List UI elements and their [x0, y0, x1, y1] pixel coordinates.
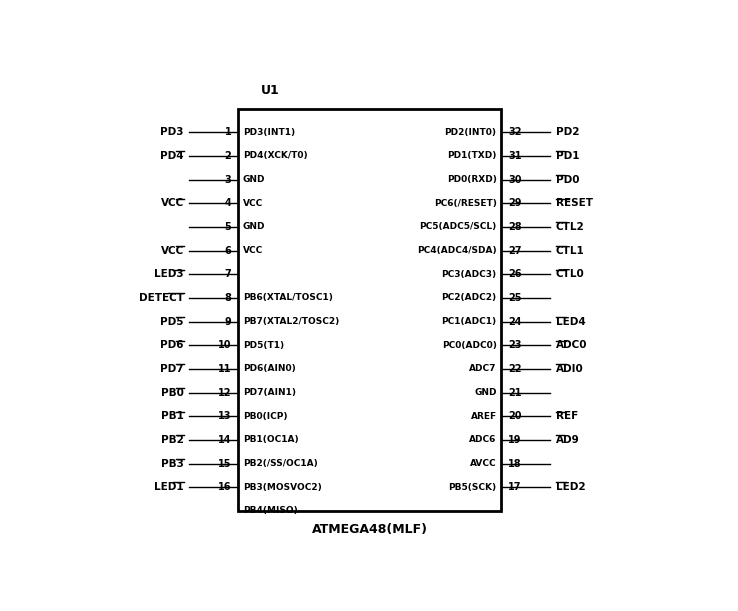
Text: 5: 5: [224, 222, 231, 232]
Text: PB0(ICP): PB0(ICP): [243, 412, 287, 421]
Text: 9: 9: [224, 316, 231, 326]
Text: 6: 6: [224, 246, 231, 255]
Text: PD1: PD1: [556, 151, 579, 161]
Text: PB6(XTAL/TOSC1): PB6(XTAL/TOSC1): [243, 293, 333, 302]
Text: AVCC: AVCC: [470, 459, 497, 468]
Text: GND: GND: [474, 388, 497, 397]
Text: PB1: PB1: [161, 411, 184, 421]
Text: PD4(XCK/T0): PD4(XCK/T0): [243, 152, 307, 161]
Text: PB3: PB3: [161, 458, 184, 469]
Text: PB1(OC1A): PB1(OC1A): [243, 436, 298, 444]
Text: PD2: PD2: [556, 127, 579, 137]
Text: PD5(T1): PD5(T1): [243, 341, 284, 349]
Text: VCC: VCC: [243, 199, 263, 208]
Text: 19: 19: [508, 435, 522, 445]
Text: PD5: PD5: [160, 316, 184, 326]
Text: LED4: LED4: [556, 316, 585, 326]
Text: LED1: LED1: [154, 482, 184, 492]
Text: GND: GND: [243, 222, 265, 232]
Text: LED2: LED2: [556, 482, 585, 492]
Text: PB7(XTAL2/TOSC2): PB7(XTAL2/TOSC2): [243, 317, 339, 326]
Text: 25: 25: [508, 293, 522, 303]
Text: ADC6: ADC6: [469, 436, 497, 444]
Text: PC2(ADC2): PC2(ADC2): [441, 293, 497, 302]
Text: ATMEGA48(MLF): ATMEGA48(MLF): [311, 522, 427, 536]
Text: PC0(ADC0): PC0(ADC0): [442, 341, 497, 349]
Text: PC3(ADC3): PC3(ADC3): [441, 269, 497, 279]
Text: 26: 26: [508, 269, 522, 279]
Text: PB4(MISO): PB4(MISO): [243, 507, 297, 515]
Text: 15: 15: [218, 458, 231, 469]
Text: 14: 14: [218, 435, 231, 445]
Text: 13: 13: [218, 411, 231, 421]
Text: 17: 17: [508, 482, 522, 492]
Text: 7: 7: [224, 269, 231, 279]
Text: 27: 27: [508, 246, 522, 255]
Text: CTL1: CTL1: [556, 246, 584, 255]
Text: 12: 12: [218, 387, 231, 398]
Text: 3: 3: [224, 175, 231, 185]
Text: PB2(/SS/OC1A): PB2(/SS/OC1A): [243, 459, 317, 468]
Text: CTL0: CTL0: [556, 269, 584, 279]
Text: PB3(MOSVOC2): PB3(MOSVOC2): [243, 483, 322, 492]
Text: 18: 18: [508, 458, 522, 469]
Text: 30: 30: [508, 175, 522, 185]
Text: VCC: VCC: [160, 246, 184, 255]
Text: 20: 20: [508, 411, 522, 421]
Text: PD7(AIN1): PD7(AIN1): [243, 388, 296, 397]
Text: PD6(AIN0): PD6(AIN0): [243, 364, 295, 373]
Text: 11: 11: [218, 364, 231, 374]
Text: 22: 22: [508, 364, 522, 374]
Text: 2: 2: [224, 151, 231, 161]
Text: PB5(SCK): PB5(SCK): [449, 483, 497, 492]
Text: VCC: VCC: [160, 198, 184, 208]
Text: GND: GND: [243, 175, 265, 184]
Text: VCC: VCC: [243, 246, 263, 255]
Text: U1: U1: [261, 84, 280, 97]
Text: AREF: AREF: [471, 412, 497, 421]
Text: LED3: LED3: [154, 269, 184, 279]
Text: PC6(/RESET): PC6(/RESET): [434, 199, 497, 208]
Text: RESET: RESET: [556, 198, 593, 208]
Text: PB2: PB2: [161, 435, 184, 445]
Text: PB0: PB0: [161, 387, 184, 398]
Text: 32: 32: [508, 127, 522, 137]
Text: PD3(INT1): PD3(INT1): [243, 128, 294, 137]
Text: ADC0: ADC0: [556, 340, 587, 350]
Text: 23: 23: [508, 340, 522, 350]
Text: AD9: AD9: [556, 435, 579, 445]
Text: PD7: PD7: [160, 364, 184, 374]
Text: 4: 4: [224, 198, 231, 208]
Text: 16: 16: [218, 482, 231, 492]
Text: 8: 8: [224, 293, 231, 303]
Text: 10: 10: [218, 340, 231, 350]
Text: PC1(ADC1): PC1(ADC1): [441, 317, 497, 326]
Text: PD6: PD6: [160, 340, 184, 350]
Text: 29: 29: [508, 198, 522, 208]
Text: ADC7: ADC7: [469, 364, 497, 373]
Text: ADI0: ADI0: [556, 364, 583, 374]
Text: 21: 21: [508, 387, 522, 398]
Text: PD2(INT0): PD2(INT0): [444, 128, 497, 137]
Text: 31: 31: [508, 151, 522, 161]
Text: PD3: PD3: [160, 127, 184, 137]
Text: PD0: PD0: [556, 175, 579, 185]
Text: DETECT: DETECT: [139, 293, 184, 303]
Text: 28: 28: [508, 222, 522, 232]
Text: PD1(TXD): PD1(TXD): [447, 152, 497, 161]
Text: PC4(ADC4/SDA): PC4(ADC4/SDA): [417, 246, 497, 255]
Text: 1: 1: [224, 127, 231, 137]
Text: PD4: PD4: [160, 151, 184, 161]
Text: PD0(RXD): PD0(RXD): [446, 175, 497, 184]
Text: 24: 24: [508, 316, 522, 326]
Text: CTL2: CTL2: [556, 222, 584, 232]
Bar: [238, 109, 501, 511]
Text: PC5(ADC5/SCL): PC5(ADC5/SCL): [419, 222, 497, 232]
Text: REF: REF: [556, 411, 578, 421]
